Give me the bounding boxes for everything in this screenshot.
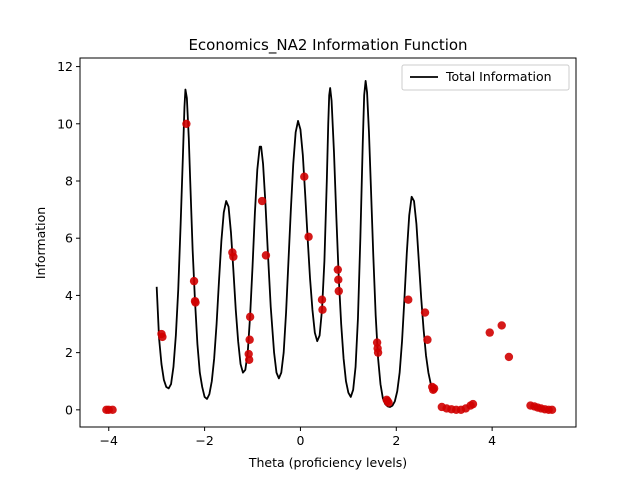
x-axis-label: Theta (proficiency levels): [248, 455, 407, 470]
y-tick-label: 4: [65, 288, 73, 303]
y-axis-label: Information: [33, 207, 48, 279]
scatter-point: [373, 348, 383, 357]
scatter-point: [423, 335, 432, 344]
scatter-point: [547, 405, 557, 415]
y-tick-label: 0: [65, 402, 73, 417]
x-tick-label: 4: [488, 433, 496, 448]
scatter-point: [108, 405, 117, 415]
scatter-point: [404, 295, 413, 304]
scatter-point: [245, 335, 254, 344]
scatter-point: [334, 286, 343, 296]
y-tick-label: 6: [65, 231, 73, 246]
x-axis: −4 −2 0 2 4: [100, 427, 496, 448]
scatter-point: [420, 308, 430, 317]
legend-box: [401, 64, 570, 91]
scatter-point: [497, 321, 506, 330]
scatter-point: [334, 275, 343, 284]
x-tick-label: 2: [392, 433, 400, 448]
x-tick-label: −2: [195, 433, 213, 448]
y-tick-label: 8: [65, 174, 73, 189]
scatter-point: [261, 251, 271, 260]
chart-title: Economics_NA2 Information Function: [188, 36, 467, 55]
scatter-point: [485, 328, 494, 337]
scatter-point: [182, 119, 191, 128]
scatter-point: [229, 252, 238, 261]
y-tick-label: 2: [65, 345, 73, 360]
y-axis: 0 2 4 6 8 10 12: [57, 59, 80, 417]
scatter-point: [245, 312, 255, 322]
y-tick-label: 12: [57, 59, 73, 74]
scatter-point: [468, 399, 478, 409]
scatter-point: [244, 355, 254, 364]
legend: Total Information: [401, 64, 570, 91]
y-tick-label: 10: [57, 116, 73, 131]
plot-frame: [79, 57, 577, 428]
x-tick-label: 0: [296, 433, 304, 448]
scatter-point: [189, 276, 199, 286]
scatter-point: [300, 172, 309, 181]
total-information-line: [155, 79, 435, 408]
scatter-point: [318, 305, 327, 314]
scatter-point: [158, 332, 167, 342]
x-tick-label: −4: [100, 433, 118, 448]
scatter-point: [504, 352, 514, 362]
scatter-point: [429, 384, 439, 393]
scatter-point: [257, 196, 267, 206]
scatter-point: [333, 265, 343, 274]
scatter-point: [384, 398, 393, 407]
scatter-point: [304, 232, 313, 241]
plot-content: [102, 79, 557, 415]
scatter-point: [317, 295, 327, 304]
legend-entry-total-information: Total Information: [445, 69, 552, 84]
scatter-point: [191, 298, 200, 307]
